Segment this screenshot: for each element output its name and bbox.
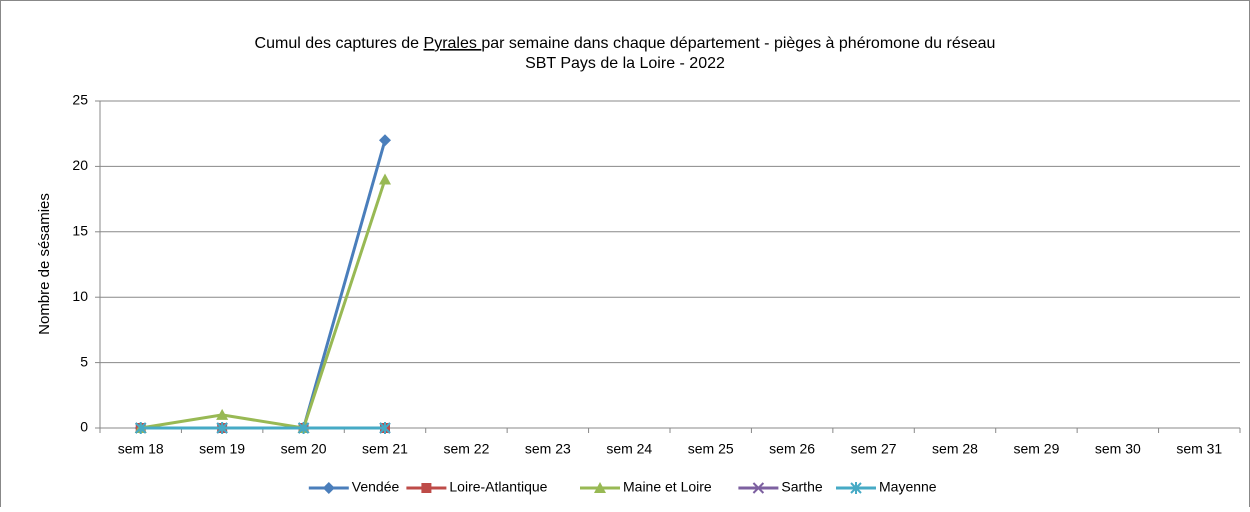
marker <box>297 422 310 434</box>
x-tick-label: sem 26 <box>769 441 815 457</box>
x-tick-label: sem 24 <box>606 441 652 457</box>
marker <box>379 173 391 185</box>
chart-title: SBT Pays de la Loire - 2022 <box>525 55 725 72</box>
marker <box>752 482 765 494</box>
marker <box>421 483 432 493</box>
y-tick-label: 0 <box>80 419 88 435</box>
title-part: Pyrales <box>424 35 482 52</box>
x-tick-label: sem 19 <box>199 441 245 457</box>
marker <box>216 422 228 434</box>
x-tick-label: sem 27 <box>851 441 897 457</box>
title-part: par semaine dans chaque département - pi… <box>481 35 995 52</box>
title-part: Cumul des captures de <box>255 35 424 52</box>
marker <box>135 422 147 434</box>
legend-label: Mayenne <box>879 479 937 495</box>
x-tick-label: sem 21 <box>362 441 408 457</box>
x-tick-label: sem 30 <box>1095 441 1141 457</box>
legend-label: Vendée <box>352 479 400 495</box>
y-axis-label: Nombre de sésamies <box>36 193 53 335</box>
x-tick-label: sem 28 <box>932 441 978 457</box>
legend-label: Sarthe <box>781 479 822 495</box>
x-tick-label: sem 18 <box>118 441 164 457</box>
x-tick-label: sem 31 <box>1176 441 1222 457</box>
legend-label: Maine et Loire <box>623 479 712 495</box>
series-line <box>140 179 387 430</box>
marker <box>594 482 606 493</box>
x-tick-label: sem 22 <box>443 441 489 457</box>
legend-label: Loire-Atlantique <box>449 479 547 495</box>
x-tick-label: sem 20 <box>281 441 327 457</box>
marker <box>379 134 391 147</box>
x-tick-label: sem 23 <box>525 441 571 457</box>
x-tick-label: sem 25 <box>688 441 734 457</box>
y-tick-label: 15 <box>72 223 88 239</box>
y-tick-label: 25 <box>72 92 88 108</box>
marker <box>379 422 391 434</box>
y-tick-label: 5 <box>80 353 88 369</box>
y-tick-label: 10 <box>72 288 88 304</box>
marker <box>322 482 335 494</box>
marker <box>850 482 862 494</box>
x-tick-label: sem 29 <box>1013 441 1059 457</box>
y-tick-label: 20 <box>72 157 88 173</box>
chart-title: Cumul des captures de Pyrales par semain… <box>255 35 996 52</box>
marker <box>216 408 229 420</box>
